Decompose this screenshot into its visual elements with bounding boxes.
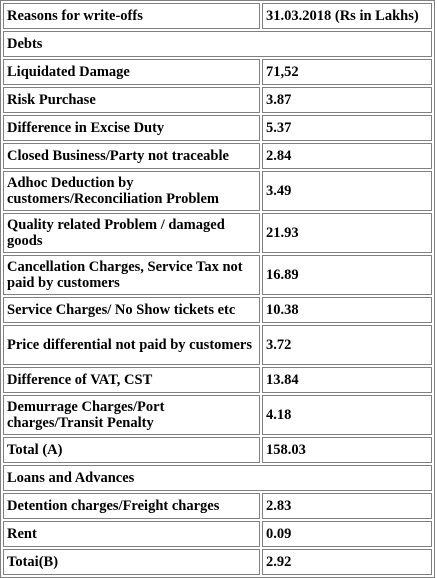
row-value: 5.37	[262, 115, 432, 141]
row-label: Liquidated Damage	[3, 59, 260, 85]
section-row: Loans and Advances	[3, 465, 432, 491]
row-value: 2.83	[262, 493, 432, 519]
row-label: Difference of VAT, CST	[3, 367, 260, 393]
row-value: 3.72	[262, 325, 432, 365]
table-row: Quality related Problem / damaged goods …	[3, 213, 432, 253]
table-row: Detention charges/Freight charges 2.83	[3, 493, 432, 519]
total-row: Total (A) 158.03	[3, 437, 432, 463]
row-value: 158.03	[262, 437, 432, 463]
header-reasons: Reasons for write-offs	[3, 3, 260, 29]
table-row: Difference of VAT, CST 13.84	[3, 367, 432, 393]
table-row: Cancellation Charges, Service Tax not pa…	[3, 255, 432, 295]
row-value: 10.38	[262, 297, 432, 323]
table-row: Price differential not paid by customers…	[3, 325, 432, 365]
row-value: 4.18	[262, 395, 432, 435]
row-label: Quality related Problem / damaged goods	[3, 213, 260, 253]
table-row: Liquidated Damage 71,52	[3, 59, 432, 85]
row-value: 13.84	[262, 367, 432, 393]
row-value: 3.87	[262, 87, 432, 113]
row-label: Risk Purchase	[3, 87, 260, 113]
row-label: Total (A)	[3, 437, 260, 463]
section-row: Debts	[3, 31, 432, 57]
row-label: Service Charges/ No Show tickets etc	[3, 297, 260, 323]
header-date: 31.03.2018 (Rs in Lakhs)	[262, 3, 432, 29]
table-row: Service Charges/ No Show tickets etc 10.…	[3, 297, 432, 323]
row-label: Totai(B)	[3, 549, 260, 575]
row-label: Demurrage Charges/Port charges/Transit P…	[3, 395, 260, 435]
row-value: 71,52	[262, 59, 432, 85]
row-label: Price differential not paid by customers	[3, 325, 260, 365]
section-debts: Debts	[3, 31, 432, 57]
row-label: Closed Business/Party not traceable	[3, 143, 260, 169]
total-row: Totai(B) 2.92	[3, 549, 432, 575]
row-value: 21.93	[262, 213, 432, 253]
table-row: Closed Business/Party not traceable 2.84	[3, 143, 432, 169]
table-row: Demurrage Charges/Port charges/Transit P…	[3, 395, 432, 435]
row-value: 3.49	[262, 171, 432, 211]
row-value: 2.84	[262, 143, 432, 169]
row-value: 16.89	[262, 255, 432, 295]
section-loans: Loans and Advances	[3, 465, 432, 491]
table-row: Rent 0.09	[3, 521, 432, 547]
table-row: Difference in Excise Duty 5.37	[3, 115, 432, 141]
row-value: 0.09	[262, 521, 432, 547]
header-row: Reasons for write-offs 31.03.2018 (Rs in…	[3, 3, 432, 29]
row-label: Detention charges/Freight charges	[3, 493, 260, 519]
row-label: Adhoc Deduction by customers/Reconciliat…	[3, 171, 260, 211]
row-label: Difference in Excise Duty	[3, 115, 260, 141]
row-value: 2.92	[262, 549, 432, 575]
table-row: Risk Purchase 3.87	[3, 87, 432, 113]
row-label: Rent	[3, 521, 260, 547]
table-row: Adhoc Deduction by customers/Reconciliat…	[3, 171, 432, 211]
row-label: Cancellation Charges, Service Tax not pa…	[3, 255, 260, 295]
